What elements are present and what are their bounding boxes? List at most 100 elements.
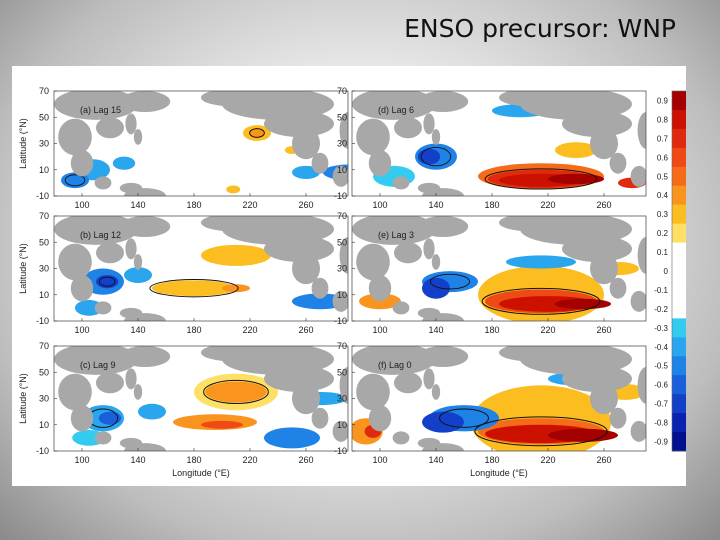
land-mass <box>54 216 138 245</box>
x-tick-label: 100 <box>372 325 387 335</box>
land-mass <box>562 235 632 262</box>
y-tick-label: 10 <box>39 165 49 175</box>
land-mass <box>499 216 569 232</box>
y-axis-label: Latitude (°N) <box>18 373 28 424</box>
panel-label: (b) Lag 12 <box>80 230 121 240</box>
x-tick-label: 180 <box>186 455 201 465</box>
correlation-blob <box>201 244 271 266</box>
y-tick-label: 10 <box>337 290 347 300</box>
panel-label: (d) Lag 6 <box>378 105 414 115</box>
land-mass <box>368 150 392 177</box>
y-tick-label: -10 <box>36 191 49 201</box>
correlation-figure: (a) Lag 15 70 50 30 10 -10 100 140 180 220 260 Lati… <box>12 66 686 486</box>
y-tick-label: 50 <box>39 237 49 247</box>
contour-line <box>429 273 471 290</box>
land-mass <box>630 290 646 312</box>
land-mass <box>58 243 92 281</box>
correlation-blob <box>226 185 241 194</box>
y-tick-label: 30 <box>39 139 49 149</box>
x-tick-label: 100 <box>74 455 89 465</box>
y-tick-label: 70 <box>39 211 49 221</box>
colorbar-swatch <box>672 223 686 244</box>
colorbar-swatch <box>672 147 686 168</box>
y-tick-label: 30 <box>39 264 49 274</box>
land-mass <box>431 384 441 400</box>
colorbar-tick-label: -0.5 <box>654 362 668 371</box>
land-mass <box>54 346 138 375</box>
land-mass <box>292 127 320 160</box>
map-panel-field <box>352 216 646 321</box>
x-tick-label: 180 <box>484 325 499 335</box>
colorbar-swatch <box>672 356 686 376</box>
land-mass <box>94 176 112 190</box>
land-mass <box>392 431 410 445</box>
colorbar-tick-label: -0.6 <box>654 381 668 390</box>
x-tick-label: 260 <box>298 325 313 335</box>
land-mass <box>368 275 392 302</box>
contour-line <box>474 416 608 447</box>
correlation-blob <box>555 142 597 158</box>
contour-line <box>420 146 452 167</box>
colorbar-tick-label: 0.8 <box>657 115 669 124</box>
land-mass <box>422 188 464 196</box>
contour-line <box>64 174 86 187</box>
land-mass <box>422 313 464 321</box>
land-mass <box>394 117 422 139</box>
land-mass <box>392 176 410 190</box>
colorbar-swatch <box>672 128 686 149</box>
land-mass <box>311 407 329 429</box>
y-tick-label: 30 <box>39 394 49 404</box>
land-mass <box>423 113 435 135</box>
land-mass <box>352 91 436 120</box>
y-tick-label: 70 <box>337 341 347 351</box>
x-tick-label: 140 <box>130 455 145 465</box>
map-panel-3: (b) Lag 12 70 50 30 10 -10 100 140 180 220 260 Lati… <box>18 211 349 335</box>
colorbar-swatch <box>672 185 686 206</box>
colorbar-tick-label: -0.8 <box>654 419 668 428</box>
land-mass <box>417 346 469 367</box>
y-tick-label: 10 <box>39 420 49 430</box>
map-panel-5: (c) Lag 9 70 50 30 10 -10 100 140 180 220 260 Latit… <box>18 341 349 478</box>
colorbar-tick-label: 0.7 <box>657 134 669 143</box>
land-mass <box>70 150 94 177</box>
x-tick-label: 180 <box>484 455 499 465</box>
colorbar-swatch <box>672 280 686 300</box>
land-mass <box>394 242 422 264</box>
x-tick-label: 140 <box>130 200 145 210</box>
y-tick-label: 50 <box>337 237 347 247</box>
land-mass <box>590 382 618 415</box>
land-mass <box>423 238 435 260</box>
y-tick-label: 70 <box>39 86 49 96</box>
land-mass <box>70 275 94 302</box>
correlation-blob <box>548 428 618 442</box>
land-mass <box>96 372 124 394</box>
x-tick-label: 140 <box>130 325 145 335</box>
y-tick-label: 10 <box>337 420 347 430</box>
land-mass <box>339 237 348 274</box>
x-tick-label: 100 <box>74 200 89 210</box>
y-tick-label: 50 <box>39 112 49 122</box>
correlation-blob <box>292 165 320 179</box>
land-mass <box>94 301 112 315</box>
land-mass <box>264 110 334 137</box>
x-tick-label: 260 <box>298 455 313 465</box>
contour-line <box>203 379 269 404</box>
colorbar-swatch <box>672 261 686 281</box>
land-mass <box>630 420 646 442</box>
colorbar-frame <box>671 90 686 452</box>
land-mass <box>637 112 646 149</box>
map-panel-4: (e) Lag 3 70 50 30 10 -10 100 140 180 220 260 <box>334 211 647 335</box>
y-tick-label: 30 <box>337 394 347 404</box>
contour-line <box>481 287 601 315</box>
panel-label: (e) Lag 3 <box>378 230 414 240</box>
land-mass <box>125 238 137 260</box>
land-mass <box>356 118 390 156</box>
colorbar-tick-label: 0.3 <box>657 210 669 219</box>
contour-line <box>439 408 489 428</box>
y-tick-label: 70 <box>337 211 347 221</box>
map-panel-6: (f) Lag 0 70 50 30 10 -10 100 140 180 220 260 Longi… <box>334 341 647 478</box>
y-tick-label: -10 <box>36 316 49 326</box>
correlation-blob <box>138 403 166 420</box>
colorbar-swatch <box>672 413 686 433</box>
